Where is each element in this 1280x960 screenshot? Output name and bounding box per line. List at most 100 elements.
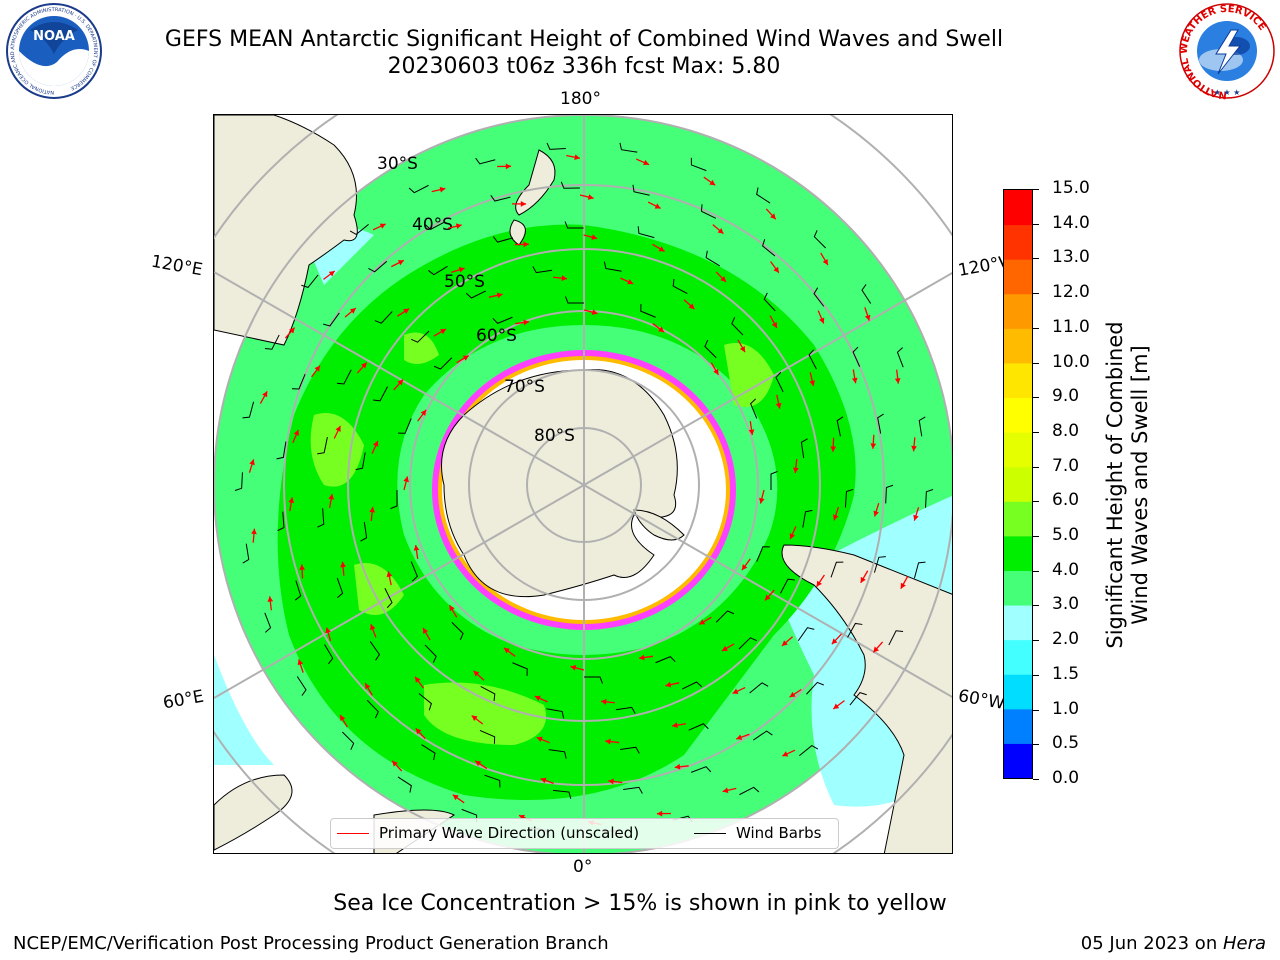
colorbar-tick-label: 8.0 [1052, 420, 1080, 441]
wind-barb [276, 441, 287, 460]
wind-barb [637, 226, 655, 239]
colorbar-tick-mark [1033, 223, 1039, 225]
colorbar-tick-mark [1033, 605, 1039, 607]
colorbar-label: Significant Height of Combined Wind Wave… [1103, 285, 1153, 685]
wind-barb [564, 221, 584, 229]
graticule [214, 115, 952, 853]
colorbar-tick-mark [1033, 674, 1039, 676]
wave-arrow-head [764, 594, 771, 601]
wave-arrow-head [894, 378, 901, 384]
wave-arrow-head [415, 676, 421, 683]
wind-barb [418, 693, 432, 711]
wind-barb [780, 578, 795, 594]
wind-barb [896, 347, 904, 368]
wind-barb [360, 521, 368, 542]
lat-label-80: 80°S [534, 426, 575, 446]
footer-date: 05 Jun 2023 on Hera [1081, 933, 1266, 954]
colorbar-tick-label: 11.0 [1052, 316, 1090, 337]
wind-barb [374, 311, 393, 324]
high-wave-patch [310, 413, 364, 487]
wind-barb [492, 236, 514, 243]
vector-layer [234, 142, 934, 838]
lat-label-60: 60°S [476, 326, 517, 346]
wind-barb [264, 334, 280, 350]
colorbar-tick-label: 1.0 [1052, 698, 1080, 719]
wind-barb [373, 386, 388, 402]
colorbar-band [1004, 605, 1032, 641]
wind-barb [398, 418, 412, 434]
wind-barb [682, 681, 703, 690]
wind-barb [849, 692, 867, 706]
lon-label-120e: 120°E [149, 251, 205, 281]
wave-arrow-head [520, 201, 527, 207]
wave-arrow-head [717, 228, 724, 234]
wind-barb [800, 438, 808, 459]
wind-barb [546, 142, 566, 150]
wind-barb [560, 181, 580, 189]
wave-arrow-head [822, 258, 828, 265]
wind-barb [623, 786, 643, 794]
wind-barb [294, 580, 302, 601]
wind-barb [877, 413, 884, 434]
wave-arrow-head [773, 266, 779, 273]
wave-arrow-head [818, 317, 825, 324]
colorbar-band [1004, 259, 1032, 295]
wave-arrow-head [741, 564, 748, 571]
lat-label-70: 70°S [504, 377, 545, 397]
map-legend: Primary Wave Direction (unscaled) Wind B… [330, 818, 839, 849]
wave-arrow-head [816, 580, 822, 587]
wave-arrow-head [473, 670, 480, 677]
wave-arrow-head [873, 646, 879, 653]
footer-host: Hera [1222, 933, 1266, 954]
legend-wave-direction: Primary Wave Direction (unscaled) [337, 824, 639, 842]
antarctic-peninsula [633, 509, 685, 541]
wave-arrow-head [748, 429, 755, 435]
high-wave-patch [724, 343, 774, 407]
colorbar-tick-label: 15.0 [1052, 178, 1090, 198]
wave-arrow-head [643, 159, 650, 166]
wind-barb [603, 261, 622, 272]
wave-arrow-head [832, 514, 839, 521]
wind-barb [797, 627, 815, 642]
wind-barb [847, 622, 863, 638]
wave-arrow-head [458, 267, 465, 273]
wave-arrow-head [627, 279, 634, 285]
wind-barb [548, 749, 567, 759]
wave-arrow-head [540, 777, 547, 784]
wind-barb [317, 508, 325, 528]
wave-arrow-head [314, 365, 320, 372]
wind-barb [349, 223, 369, 236]
colorbar-tick-mark [1033, 779, 1039, 780]
colorbar-band [1004, 501, 1032, 537]
wave-arrow-head [288, 497, 295, 504]
wind-barb [632, 184, 650, 196]
wave-arrow-head [251, 528, 257, 535]
wind-barb [763, 292, 776, 312]
wind-barb [425, 221, 446, 230]
wave-arrow-head [739, 346, 745, 353]
colorbar-tick-label: 1.5 [1052, 663, 1080, 684]
wind-barb [756, 546, 770, 562]
wave-arrow-head [518, 814, 525, 821]
wind-barb [885, 484, 894, 504]
wind-barb [756, 187, 771, 204]
colorbar-tick-mark [1033, 466, 1039, 468]
high-wave-patch [424, 682, 546, 745]
noaa-logo: NATIONAL OCEANIC AND ATMOSPHERIC ADMINIS… [6, 3, 102, 99]
colorbar-band [1004, 190, 1032, 226]
colorbar-band [1004, 293, 1032, 329]
chart-title: GEFS MEAN Antarctic Significant Height o… [164, 27, 1004, 52]
wave-arrow-head [658, 326, 665, 333]
wind-barb [584, 676, 604, 684]
wave-arrow-head [413, 545, 420, 551]
wave-arrow-head [900, 582, 906, 589]
wave-arrow-head [403, 476, 409, 483]
wave-arrow-head [699, 619, 706, 625]
wave-arrow-head [759, 497, 765, 504]
wind-barb [301, 274, 319, 288]
wind-barb [799, 744, 819, 757]
wave-arrow-head [721, 645, 728, 651]
colorbar-tick-label: 14.0 [1052, 212, 1090, 233]
wave-arrow-head [325, 627, 331, 634]
wave-arrow-head [709, 179, 716, 186]
